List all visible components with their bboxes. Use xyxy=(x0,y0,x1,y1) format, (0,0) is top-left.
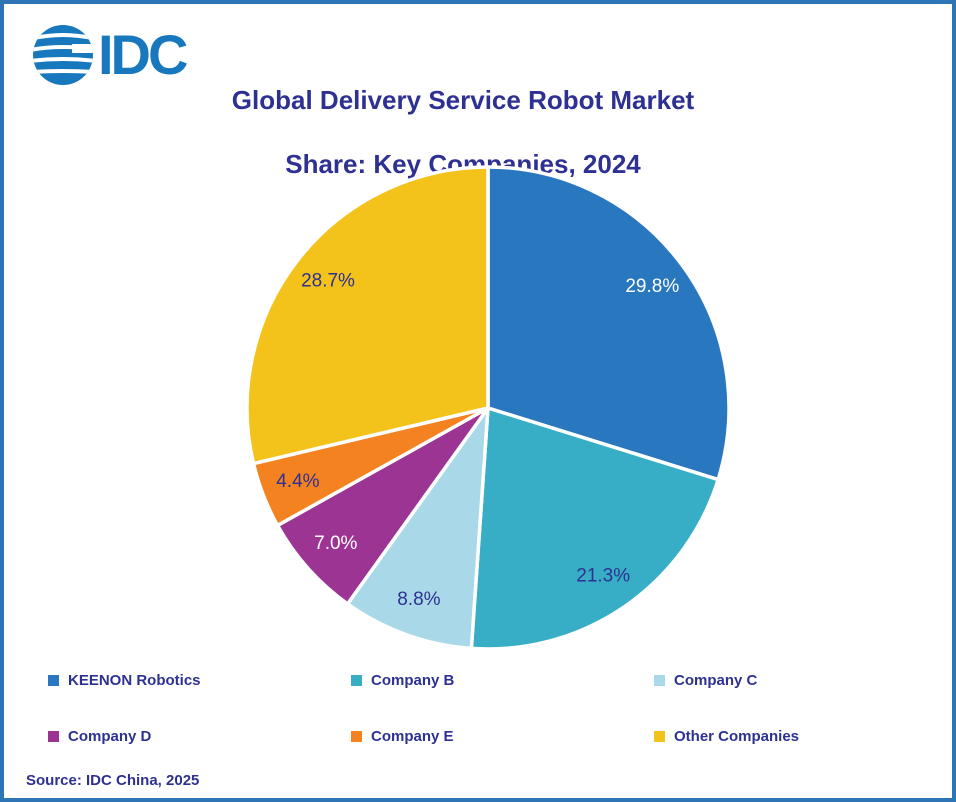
pie-chart: 29.8% 21.3% 8.8% 7.0% 4.4% 28.7% xyxy=(245,165,731,651)
legend-label-company-c: Company C xyxy=(674,671,758,689)
chart-title: Global Delivery Service Robot Market Sha… xyxy=(4,84,922,180)
legend-label-company-e: Company E xyxy=(371,727,454,745)
legend-label-company-b: Company B xyxy=(371,671,455,689)
legend-marker-company-b xyxy=(351,674,362,686)
legend-item-keenon-robotics: KEENON Robotics xyxy=(48,671,201,689)
pie-slice-keenon-robotics xyxy=(486,165,731,482)
idc-logo-text: IDC xyxy=(98,23,188,86)
pie-slice-company-b xyxy=(469,406,720,651)
legend-label-company-d: Company D xyxy=(68,727,152,745)
chart-title-line1: Global Delivery Service Robot Market xyxy=(231,85,695,115)
pie-slice-company-c xyxy=(345,406,490,651)
pie-chart-area: 29.8% 21.3% 8.8% 7.0% 4.4% 28.7% xyxy=(238,158,738,658)
pie-slice-other-companies xyxy=(245,165,490,466)
legend-item-company-c: Company C xyxy=(654,671,758,689)
pie-value-label-company-d: 7.0% xyxy=(314,533,357,554)
source-note: Source: IDC China, 2025 xyxy=(26,772,200,789)
pie-value-label-keenon-robotics: 29.8% xyxy=(625,276,679,297)
idc-logo: IDC xyxy=(32,23,188,86)
legend-marker-keenon-robotics xyxy=(48,674,59,686)
pie-slice-company-d xyxy=(275,406,490,606)
legend-marker-company-d xyxy=(48,730,59,742)
pie-value-label-company-e: 4.4% xyxy=(276,471,319,492)
pie-value-label-company-c: 8.8% xyxy=(397,589,440,610)
legend-item-company-d: Company D xyxy=(48,727,152,745)
pie-value-label-other-companies: 28.7% xyxy=(301,271,355,292)
legend-item-company-b: Company B xyxy=(351,671,455,689)
idc-globe-icon xyxy=(33,25,93,85)
legend-item-other-companies: Other Companies xyxy=(654,727,800,745)
legend-marker-company-c xyxy=(654,674,665,686)
legend-item-company-e: Company E xyxy=(351,727,454,745)
legend-label-other-companies: Other Companies xyxy=(674,727,800,745)
legend-label-keenon-robotics: KEENON Robotics xyxy=(68,671,201,689)
legend-marker-other-companies xyxy=(654,730,665,742)
pie-value-label-company-b: 21.3% xyxy=(576,565,630,586)
legend-marker-company-e xyxy=(351,730,362,742)
